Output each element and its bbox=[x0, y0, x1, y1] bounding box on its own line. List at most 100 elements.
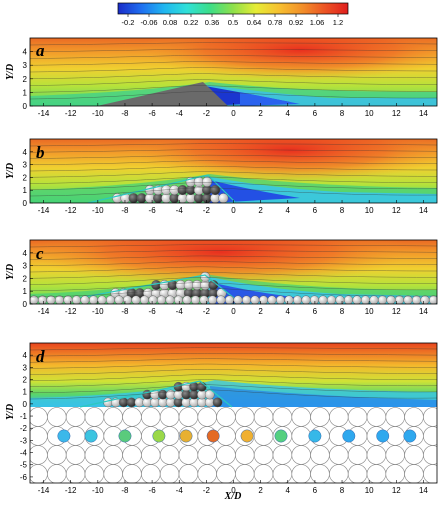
x-tick-label: -6 bbox=[149, 307, 157, 316]
sphere bbox=[210, 185, 221, 196]
x-tick-label: 8 bbox=[340, 307, 345, 316]
bed-sphere bbox=[30, 445, 48, 465]
dune-surface bbox=[79, 380, 233, 408]
panel-label-c: c bbox=[36, 244, 44, 263]
colorbar-tick-label: 0.64 bbox=[247, 18, 262, 27]
x-tick-label: -14 bbox=[38, 307, 50, 316]
bed-sphere bbox=[310, 407, 330, 427]
colorbar-tick-label: 0.36 bbox=[205, 18, 220, 27]
x-tick-label: 0 bbox=[231, 307, 236, 316]
bed-sphere bbox=[423, 445, 437, 465]
probe-sphere bbox=[57, 429, 71, 443]
y-tick-label: 1 bbox=[23, 186, 28, 195]
sphere bbox=[191, 295, 200, 304]
y-axis-label: Y/D bbox=[5, 163, 16, 179]
bed-sphere bbox=[329, 464, 349, 483]
y-tick-label: 4 bbox=[23, 249, 28, 258]
bed-sphere bbox=[272, 445, 293, 465]
x-tick-label: 8 bbox=[340, 486, 345, 495]
bed-sphere bbox=[216, 464, 236, 483]
x-tick-label: 0 bbox=[231, 206, 236, 215]
y-tick-label: -6 bbox=[20, 473, 28, 482]
x-tick-label: 10 bbox=[365, 109, 374, 118]
y-tick-label: 1 bbox=[23, 88, 28, 97]
bed-sphere bbox=[159, 445, 180, 465]
sphere bbox=[352, 295, 362, 304]
x-tick-label: 6 bbox=[313, 206, 318, 215]
bed-sphere bbox=[84, 445, 105, 465]
bed-sphere bbox=[253, 426, 274, 446]
sphere bbox=[327, 295, 336, 304]
streamline bbox=[30, 55, 437, 59]
x-tick-label: -8 bbox=[121, 109, 129, 118]
probe-sphere bbox=[403, 429, 417, 443]
x-tick-label: -4 bbox=[176, 206, 184, 215]
colorbar-tick-label: 1.2 bbox=[333, 18, 343, 27]
bed-sphere bbox=[30, 407, 48, 427]
streamline bbox=[30, 363, 437, 369]
y-tick-label: 0 bbox=[23, 199, 28, 208]
streamline bbox=[30, 287, 437, 298]
sphere bbox=[429, 295, 437, 304]
x-tick-label: -6 bbox=[149, 206, 157, 215]
sphere-dune-b bbox=[87, 174, 237, 203]
streamline bbox=[30, 374, 437, 381]
y-tick-label: -4 bbox=[20, 449, 28, 458]
bed-sphere bbox=[65, 464, 86, 483]
y-tick-label: 0 bbox=[23, 300, 28, 309]
x-tick-label: -2 bbox=[203, 206, 211, 215]
bed-sphere bbox=[235, 445, 255, 465]
bed-sphere bbox=[404, 445, 424, 465]
sphere bbox=[123, 295, 132, 304]
sphere bbox=[293, 295, 302, 304]
bed-sphere bbox=[103, 445, 123, 465]
panel-d: d -14 -12 -10 -8 -6 -4 -2 0 2 4 6 8 10 12 14-6-5-4-3-2… bbox=[20, 342, 438, 495]
streamline bbox=[30, 353, 437, 357]
streamline bbox=[30, 42, 437, 46]
bed-sphere bbox=[103, 407, 123, 427]
x-tick-label: -14 bbox=[38, 109, 50, 118]
sphere bbox=[89, 295, 98, 304]
bed-sphere bbox=[122, 445, 142, 465]
x-tick-label: -8 bbox=[121, 206, 129, 215]
x-tick-label: -8 bbox=[121, 486, 129, 495]
x-tick-label: 4 bbox=[286, 109, 291, 118]
streamline bbox=[30, 369, 437, 375]
x-tick-label: -6 bbox=[149, 486, 157, 495]
x-tick-label: 2 bbox=[258, 109, 263, 118]
bed-sphere bbox=[159, 464, 180, 483]
dune-surface bbox=[87, 174, 237, 203]
permeable-sphere-bed bbox=[30, 407, 437, 483]
sphere bbox=[148, 295, 158, 304]
x-tick-label: 14 bbox=[419, 307, 428, 316]
sphere bbox=[284, 295, 294, 304]
rigid-dune bbox=[97, 82, 228, 106]
streamline bbox=[30, 166, 437, 172]
x-tick-label: 10 bbox=[365, 307, 374, 316]
bed-sphere bbox=[197, 445, 217, 465]
bed-sphere bbox=[310, 464, 330, 483]
x-axis-label: X/D bbox=[224, 491, 242, 502]
probe-sphere bbox=[179, 429, 193, 443]
bed-sphere bbox=[404, 464, 424, 483]
streamline bbox=[30, 67, 437, 73]
probe-sphere bbox=[84, 429, 98, 443]
sphere bbox=[218, 193, 229, 203]
colorbar-tick-label: 0.92 bbox=[289, 18, 304, 27]
y-tick-label: 4 bbox=[23, 148, 28, 157]
x-tick-label: 8 bbox=[340, 206, 345, 215]
y-tick-label: 4 bbox=[23, 351, 28, 360]
y-tick-label: -2 bbox=[20, 424, 28, 433]
bed-sphere bbox=[291, 426, 311, 446]
bed-sphere bbox=[347, 464, 368, 483]
bed-sphere bbox=[65, 407, 86, 427]
streamline bbox=[30, 389, 437, 400]
sphere bbox=[72, 295, 81, 304]
panel-label-d: d bbox=[36, 347, 45, 366]
bed-sphere bbox=[141, 445, 161, 465]
x-tick-label: 4 bbox=[286, 307, 291, 316]
bed-sphere bbox=[366, 464, 387, 483]
streamline bbox=[30, 143, 437, 147]
sphere bbox=[131, 295, 141, 304]
